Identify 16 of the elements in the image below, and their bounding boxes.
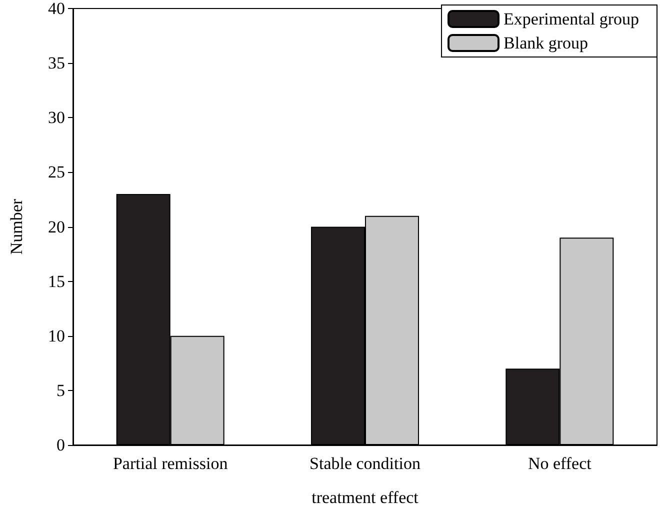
legend-label: Blank group xyxy=(504,34,588,52)
x-tick-label: Stable condition xyxy=(310,454,421,473)
y-tick-label: 20 xyxy=(48,217,65,236)
y-tick-label: 0 xyxy=(56,436,65,454)
x-tick-label: No effect xyxy=(528,454,592,473)
y-tick-label: 40 xyxy=(48,0,65,18)
y-tick-label: 10 xyxy=(48,326,65,346)
y-axis-title: Number xyxy=(7,198,26,255)
y-tick-label: 15 xyxy=(48,272,65,291)
x-axis-title: treatment effect xyxy=(312,488,419,507)
y-tick-label: 30 xyxy=(48,108,65,128)
y-tick-label: 5 xyxy=(56,380,65,400)
y-tick-label: 25 xyxy=(48,162,65,182)
y-tick-label: 35 xyxy=(48,54,65,73)
legend-label: Experimental group xyxy=(504,10,640,28)
x-tick-label: Partial remission xyxy=(112,454,228,473)
